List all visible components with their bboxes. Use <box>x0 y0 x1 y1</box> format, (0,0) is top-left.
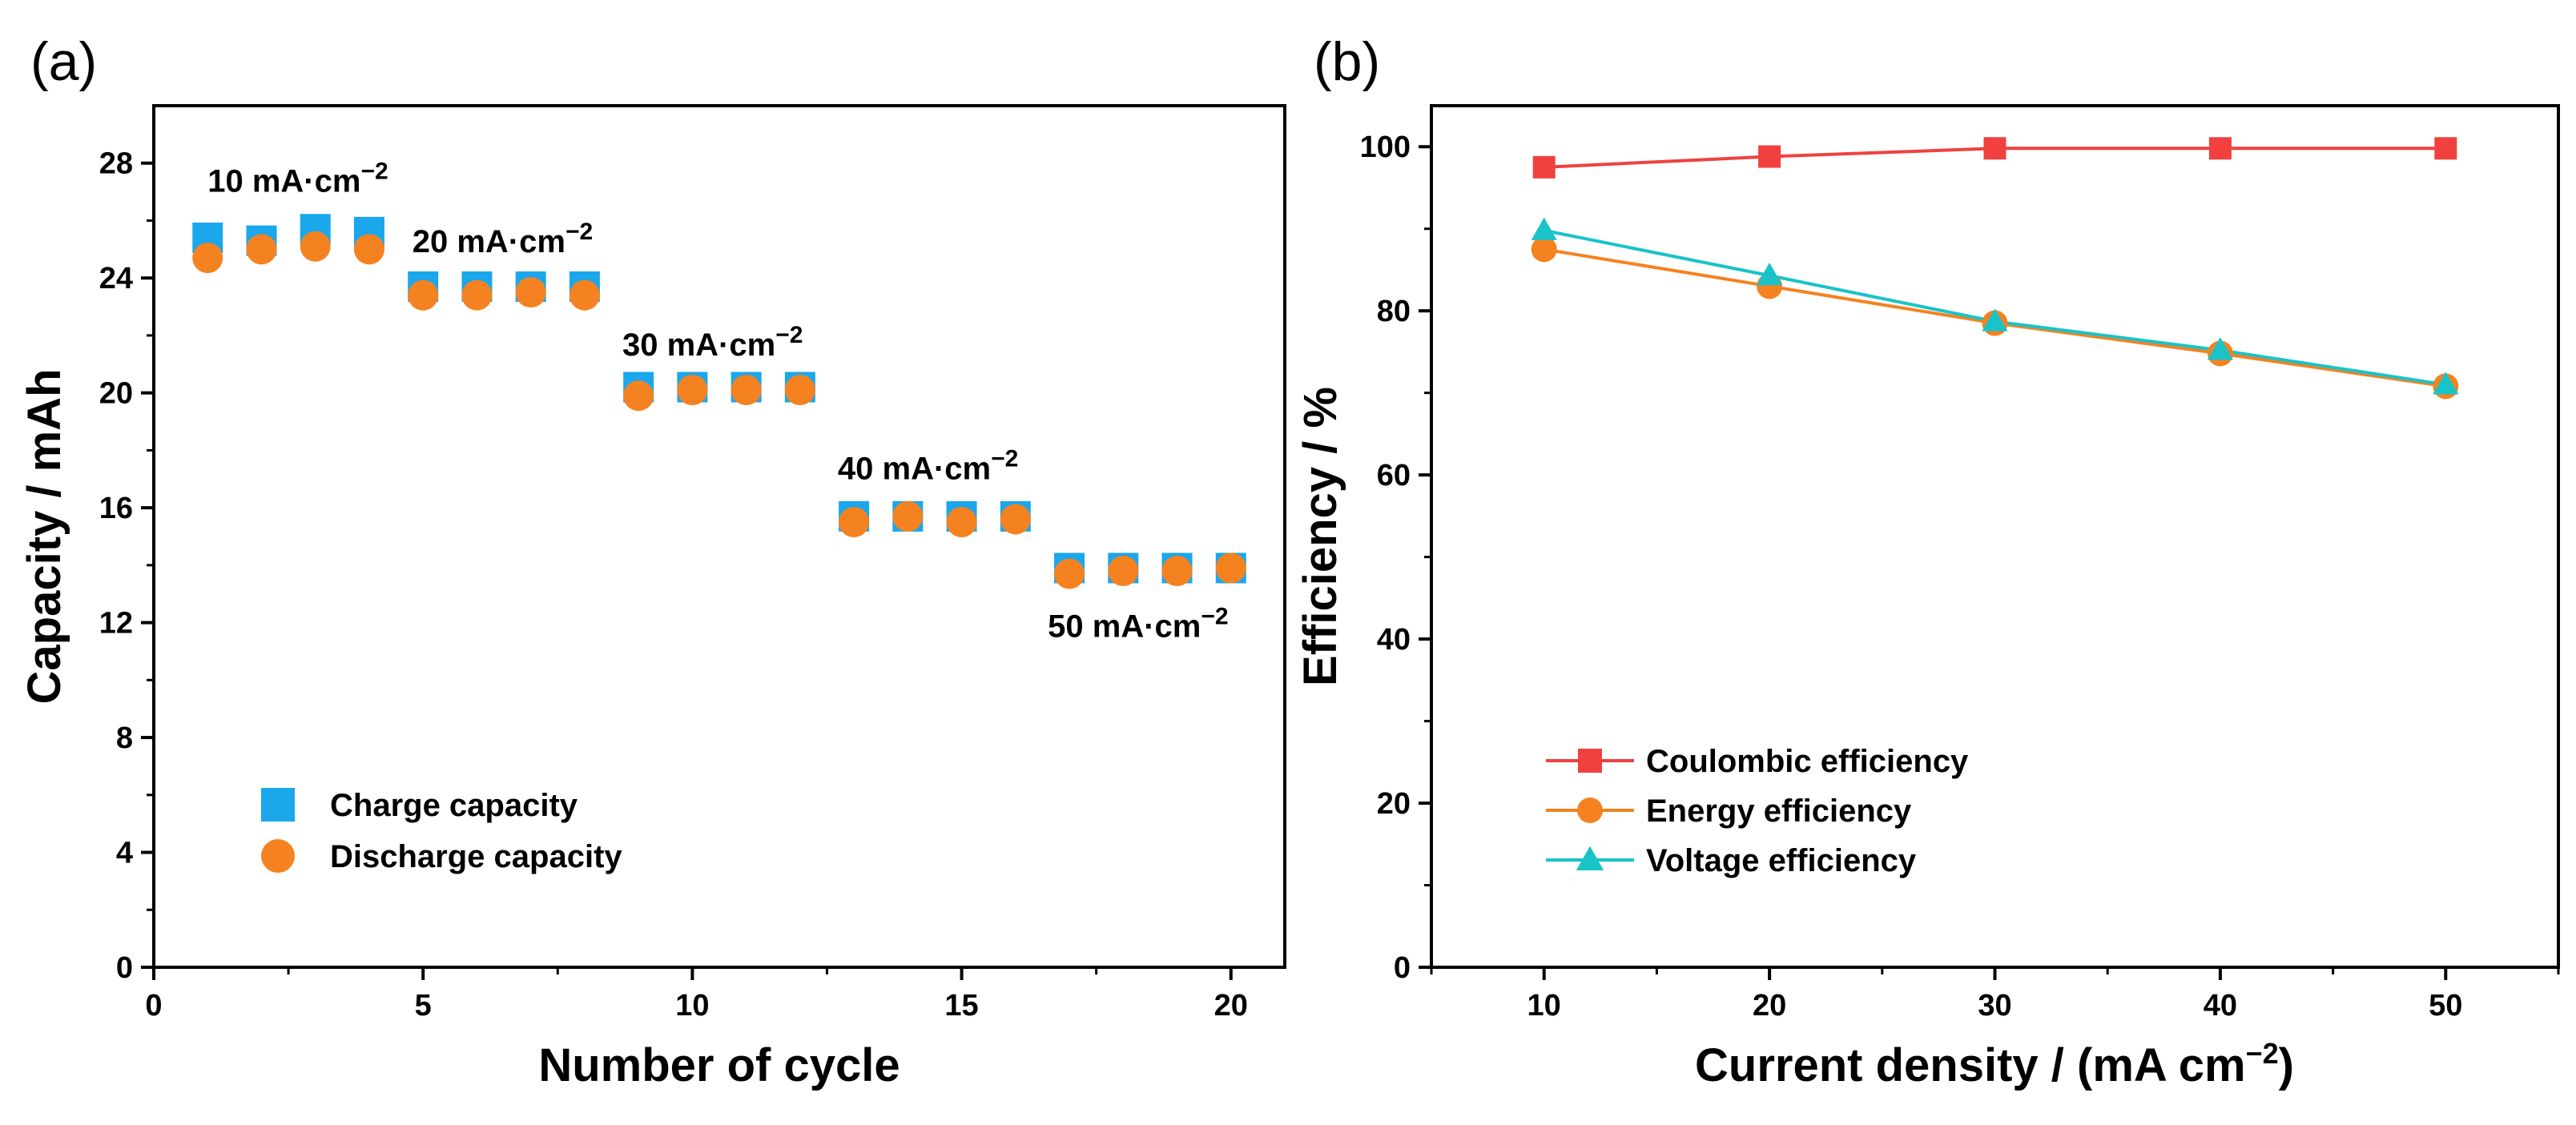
discharge-point <box>1000 504 1031 535</box>
chart-b-ytick-label: 100 <box>1360 131 1411 164</box>
chart-a-ytick-label: 8 <box>116 721 133 755</box>
chart-a-xtick-label: 15 <box>944 989 978 1023</box>
chart-b-xtick-label: 10 <box>1527 989 1561 1023</box>
coulombic-point <box>2208 137 2232 160</box>
anno-30: 30 mA·cm−2 <box>622 322 803 363</box>
voltage-point <box>1531 217 1557 240</box>
voltage-point <box>1757 263 1783 286</box>
chart-a-ytick-label: 24 <box>99 262 133 295</box>
chart-b-efficiency: 10 20 30 40 50 0 20 40 60 80 100 Current density /… <box>1294 104 2560 1091</box>
chart-b-ylabel: Efficiency / % <box>1294 387 1346 686</box>
discharge-point <box>461 279 493 311</box>
discharge-point <box>1054 558 1085 589</box>
anno-20: 20 mA·cm−2 <box>413 219 593 259</box>
chart-a-ytick-label: 12 <box>99 607 133 641</box>
discharge-point <box>515 277 546 308</box>
discharge-point <box>892 500 924 532</box>
chart-b-legend-marker <box>1578 749 1602 773</box>
chart-a-legend-marker <box>261 788 295 822</box>
chart-b-ytick-label: 60 <box>1377 459 1411 492</box>
panel-a-label: (a) <box>30 31 97 92</box>
chart-a-ytick-label: 4 <box>116 837 133 870</box>
chart-b-xlabel-suffix: ) <box>2279 1039 2294 1091</box>
discharge-point <box>784 375 815 406</box>
discharge-point <box>246 234 277 265</box>
voltage-point <box>2207 337 2233 360</box>
chart-a-ytick-label: 0 <box>116 951 133 985</box>
chart-b-legend: Coulombic efficiency Energy efficiency Vol… <box>1546 744 1969 878</box>
chart-b-frame <box>1430 104 2560 969</box>
chart-b-legend-marker <box>1577 798 1603 823</box>
discharge-point <box>623 380 654 412</box>
chart-b-xlabel-prefix: Current density / (mA cm <box>1695 1039 2246 1091</box>
chart-b-xtick-label: 50 <box>2429 989 2462 1023</box>
discharge-point <box>731 375 762 406</box>
chart-a-ytick-label: 20 <box>99 377 133 411</box>
panel-b-label: (b) <box>1314 31 1380 92</box>
anno-10: 10 mA·cm−2 <box>207 159 388 199</box>
chart-a-legend-marker <box>261 839 295 873</box>
coulombic-point <box>1983 137 2006 160</box>
chart-a-xtick-label: 5 <box>415 989 432 1023</box>
chart-b-xtick-label: 30 <box>1978 989 2011 1023</box>
chart-a-xlabel: Number of cycle <box>538 1039 900 1091</box>
chart-a-xtick-label: 20 <box>1214 989 1248 1023</box>
chart-a-ylabel: Capacity / mAh <box>18 369 70 705</box>
coulombic-point <box>2434 137 2457 160</box>
voltage-point <box>2433 372 2459 395</box>
chart-b-xlabel: Current density / (mA cm−2) <box>1695 1037 2294 1091</box>
chart-a-ytick-label: 28 <box>99 147 133 181</box>
chart-a-legend: Charge capacity Discharge capacity <box>261 788 622 874</box>
chart-b-ytick-label: 40 <box>1377 623 1411 657</box>
chart-b-legend-label: Energy efficiency <box>1646 794 1912 829</box>
chart-b-legend-marker <box>1576 846 1604 870</box>
discharge-point <box>1108 556 1139 587</box>
discharge-point <box>300 231 331 262</box>
discharge-point <box>946 507 977 538</box>
chart-a-capacity: 0 5 10 15 20 0 4 8 12 16 20 24 28 10 mA·cm−2 20 mA·cm… <box>18 104 1286 1091</box>
chart-b-legend-label: Coulombic efficiency <box>1646 744 1969 779</box>
discharge-point <box>408 279 439 311</box>
chart-a-ytick-label: 16 <box>99 492 133 525</box>
discharge-point <box>677 375 708 406</box>
chart-a-xtick-label: 10 <box>675 989 709 1023</box>
chart-a-legend-label: Charge capacity <box>330 788 578 823</box>
discharge-point <box>192 243 223 274</box>
chart-b-legend-label: Voltage efficiency <box>1646 843 1917 878</box>
chart-a-legend-label: Discharge capacity <box>330 839 622 874</box>
discharge-point <box>839 507 870 538</box>
energy-point <box>1531 236 1557 263</box>
chart-b-xtick-label: 40 <box>2204 989 2237 1023</box>
discharge-point <box>1161 556 1193 587</box>
discharge-point <box>353 234 384 265</box>
voltage-point <box>1982 308 2008 331</box>
chart-b-xtick-label: 20 <box>1753 989 1786 1023</box>
chart-a-frame <box>152 104 1286 969</box>
discharge-point <box>1215 552 1246 584</box>
anno-50: 50 mA·cm−2 <box>1048 604 1228 645</box>
voltage-line <box>1544 228 2446 387</box>
coulombic-point <box>1532 155 1556 179</box>
chart-b-ytick-label: 20 <box>1377 787 1411 821</box>
coulombic-point <box>1758 145 1781 168</box>
chart-a-xtick-label: 0 <box>145 989 162 1023</box>
anno-40: 40 mA·cm−2 <box>838 445 1018 486</box>
chart-b-xlabel-sup: −2 <box>2246 1037 2279 1070</box>
chart-b-ytick-label: 80 <box>1377 295 1411 328</box>
chart-b-ytick-label: 0 <box>1394 951 1411 985</box>
discharge-point <box>569 279 600 311</box>
